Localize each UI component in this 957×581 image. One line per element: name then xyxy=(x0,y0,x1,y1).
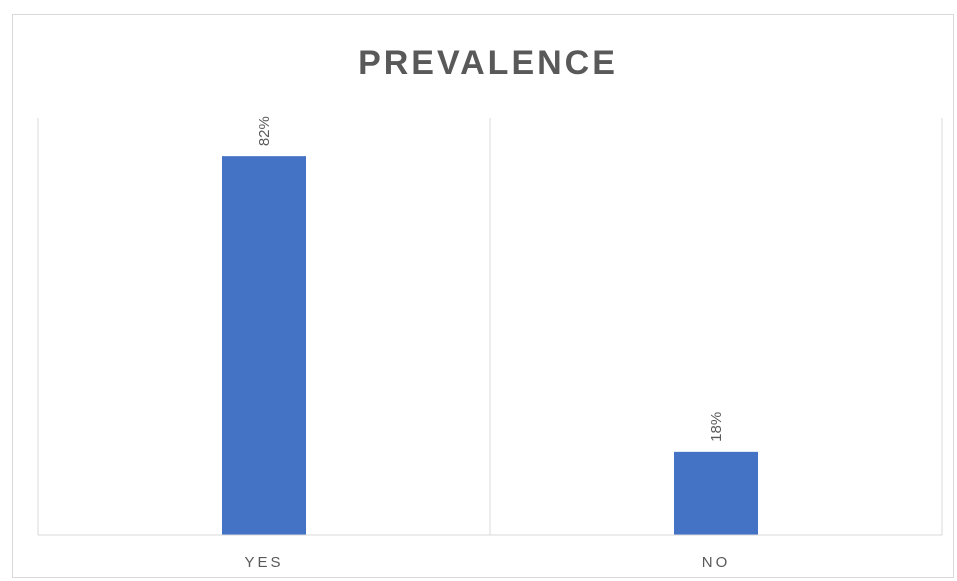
x-tick-labels: YES NO xyxy=(244,554,731,571)
category-separators xyxy=(37,118,943,535)
bar-no xyxy=(674,451,758,535)
bar-yes xyxy=(222,156,306,535)
data-label-no: 18% xyxy=(708,412,725,442)
data-label-yes: 82% xyxy=(256,116,273,146)
chart-frame xyxy=(12,14,954,578)
x-tick-label-yes: YES xyxy=(244,554,283,571)
data-labels: 82% 18% xyxy=(256,116,725,442)
x-tick-label-no: NO xyxy=(702,554,731,571)
bars xyxy=(222,156,758,535)
chart-title: PREVALENCE xyxy=(358,44,618,82)
